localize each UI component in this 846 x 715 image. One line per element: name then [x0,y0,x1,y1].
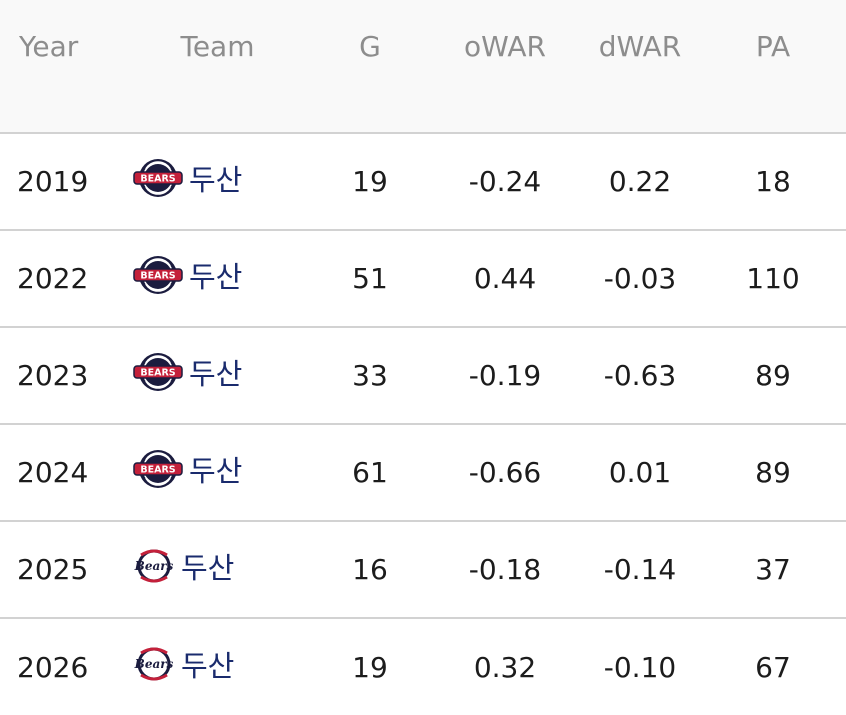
team-name: 두산 [189,260,243,294]
cell-owar: -0.24 [430,133,580,231]
cell-year: 2026 [17,650,89,684]
cell-pa: 89 [700,327,846,425]
cell-g: 33 [310,327,430,425]
cell-owar: -0.66 [430,424,580,522]
team-link[interactable]: Bears 두산 [133,643,234,685]
cell-dwar: 0.01 [580,424,700,522]
team-link[interactable]: BEARS 두산 [133,157,242,199]
header-row: Year Team G oWAR dWAR PA [0,0,846,134]
table-row[interactable]: 2025 Bears 두산 16 -0.18 -0.14 37 [0,521,846,619]
header-g[interactable]: G [310,0,430,134]
team-name: 두산 [189,454,243,488]
header-pa[interactable]: PA [700,0,846,134]
cell-g: 19 [310,133,430,231]
cell-year: 2019 [0,133,125,231]
table-body: 2019 BEARS 두산 19 -0.24 0.22 18 2022 BEARS 두산 5… [0,133,846,715]
table-row[interactable]: 2022 BEARS 두산 51 0.44 -0.03 110 [0,230,846,328]
cell-g: 51 [310,230,430,328]
bears-circle-logo-icon: BEARS [133,351,183,393]
cell-dwar: -0.10 [603,650,677,684]
cell-dwar: 0.22 [580,133,700,231]
cell-dwar: -0.14 [580,521,700,619]
svg-text:BEARS: BEARS [140,465,175,476]
table-row[interactable]: 2026 Bears 두산 19 0.32 -0.10 67 [0,618,846,715]
cell-pa: 89 [700,424,846,522]
header-owar[interactable]: oWAR [430,0,580,134]
cell-dwar: -0.03 [580,230,700,328]
cell-year: 2024 [0,424,125,522]
header-team[interactable]: Team [125,0,310,134]
cell-team: BEARS 두산 [125,424,310,522]
cell-pa: 67 [755,650,791,684]
cell-owar: -0.18 [430,521,580,619]
team-name: 두산 [181,551,235,585]
cell-owar: 0.32 [473,650,537,684]
table-row[interactable]: 2024 BEARS 두산 61 -0.66 0.01 89 [0,424,846,522]
cell-g: 19 [352,650,388,684]
cell-year: 2022 [0,230,125,328]
bears-circle-logo-icon: BEARS [133,157,183,199]
bears-script-logo-icon: Bears [133,643,175,685]
cell-team: BEARS 두산 [125,327,310,425]
cell-team: Bears 두산 [125,618,310,715]
header-year[interactable]: Year [0,0,125,134]
cell-dwar: -0.63 [580,327,700,425]
cell-team: BEARS 두산 [125,133,310,231]
svg-text:BEARS: BEARS [140,368,175,379]
cell-pa: 18 [700,133,846,231]
header-dwar[interactable]: dWAR [580,0,700,134]
cell-team: BEARS 두산 [125,230,310,328]
cell-g: 61 [310,424,430,522]
team-link[interactable]: BEARS 두산 [133,448,242,490]
table-row[interactable]: 2019 BEARS 두산 19 -0.24 0.22 18 [0,133,846,231]
team-link[interactable]: BEARS 두산 [133,254,242,296]
cell-g: 16 [310,521,430,619]
team-name: 두산 [181,648,235,683]
cell-team: Bears 두산 [125,521,310,619]
cell-owar: -0.19 [430,327,580,425]
team-name: 두산 [189,163,243,197]
cell-pa: 110 [700,230,846,328]
team-name: 두산 [189,357,243,391]
cell-pa: 37 [700,521,846,619]
bears-script-logo-icon: Bears [133,545,175,587]
cell-year: 2023 [0,327,125,425]
bears-circle-logo-icon: BEARS [133,254,183,296]
cell-owar: 0.44 [430,230,580,328]
svg-text:Bears: Bears [134,559,174,573]
table-header: Year Team G oWAR dWAR PA [0,0,846,134]
svg-text:BEARS: BEARS [140,271,175,282]
svg-text:Bears: Bears [134,657,174,671]
bears-circle-logo-icon: BEARS [133,448,183,490]
cell-year: 2025 [0,521,125,619]
team-link[interactable]: Bears 두산 [133,545,234,587]
team-link[interactable]: BEARS 두산 [133,351,242,393]
svg-text:BEARS: BEARS [140,174,175,185]
table-row[interactable]: 2023 BEARS 두산 33 -0.19 -0.63 89 [0,327,846,425]
